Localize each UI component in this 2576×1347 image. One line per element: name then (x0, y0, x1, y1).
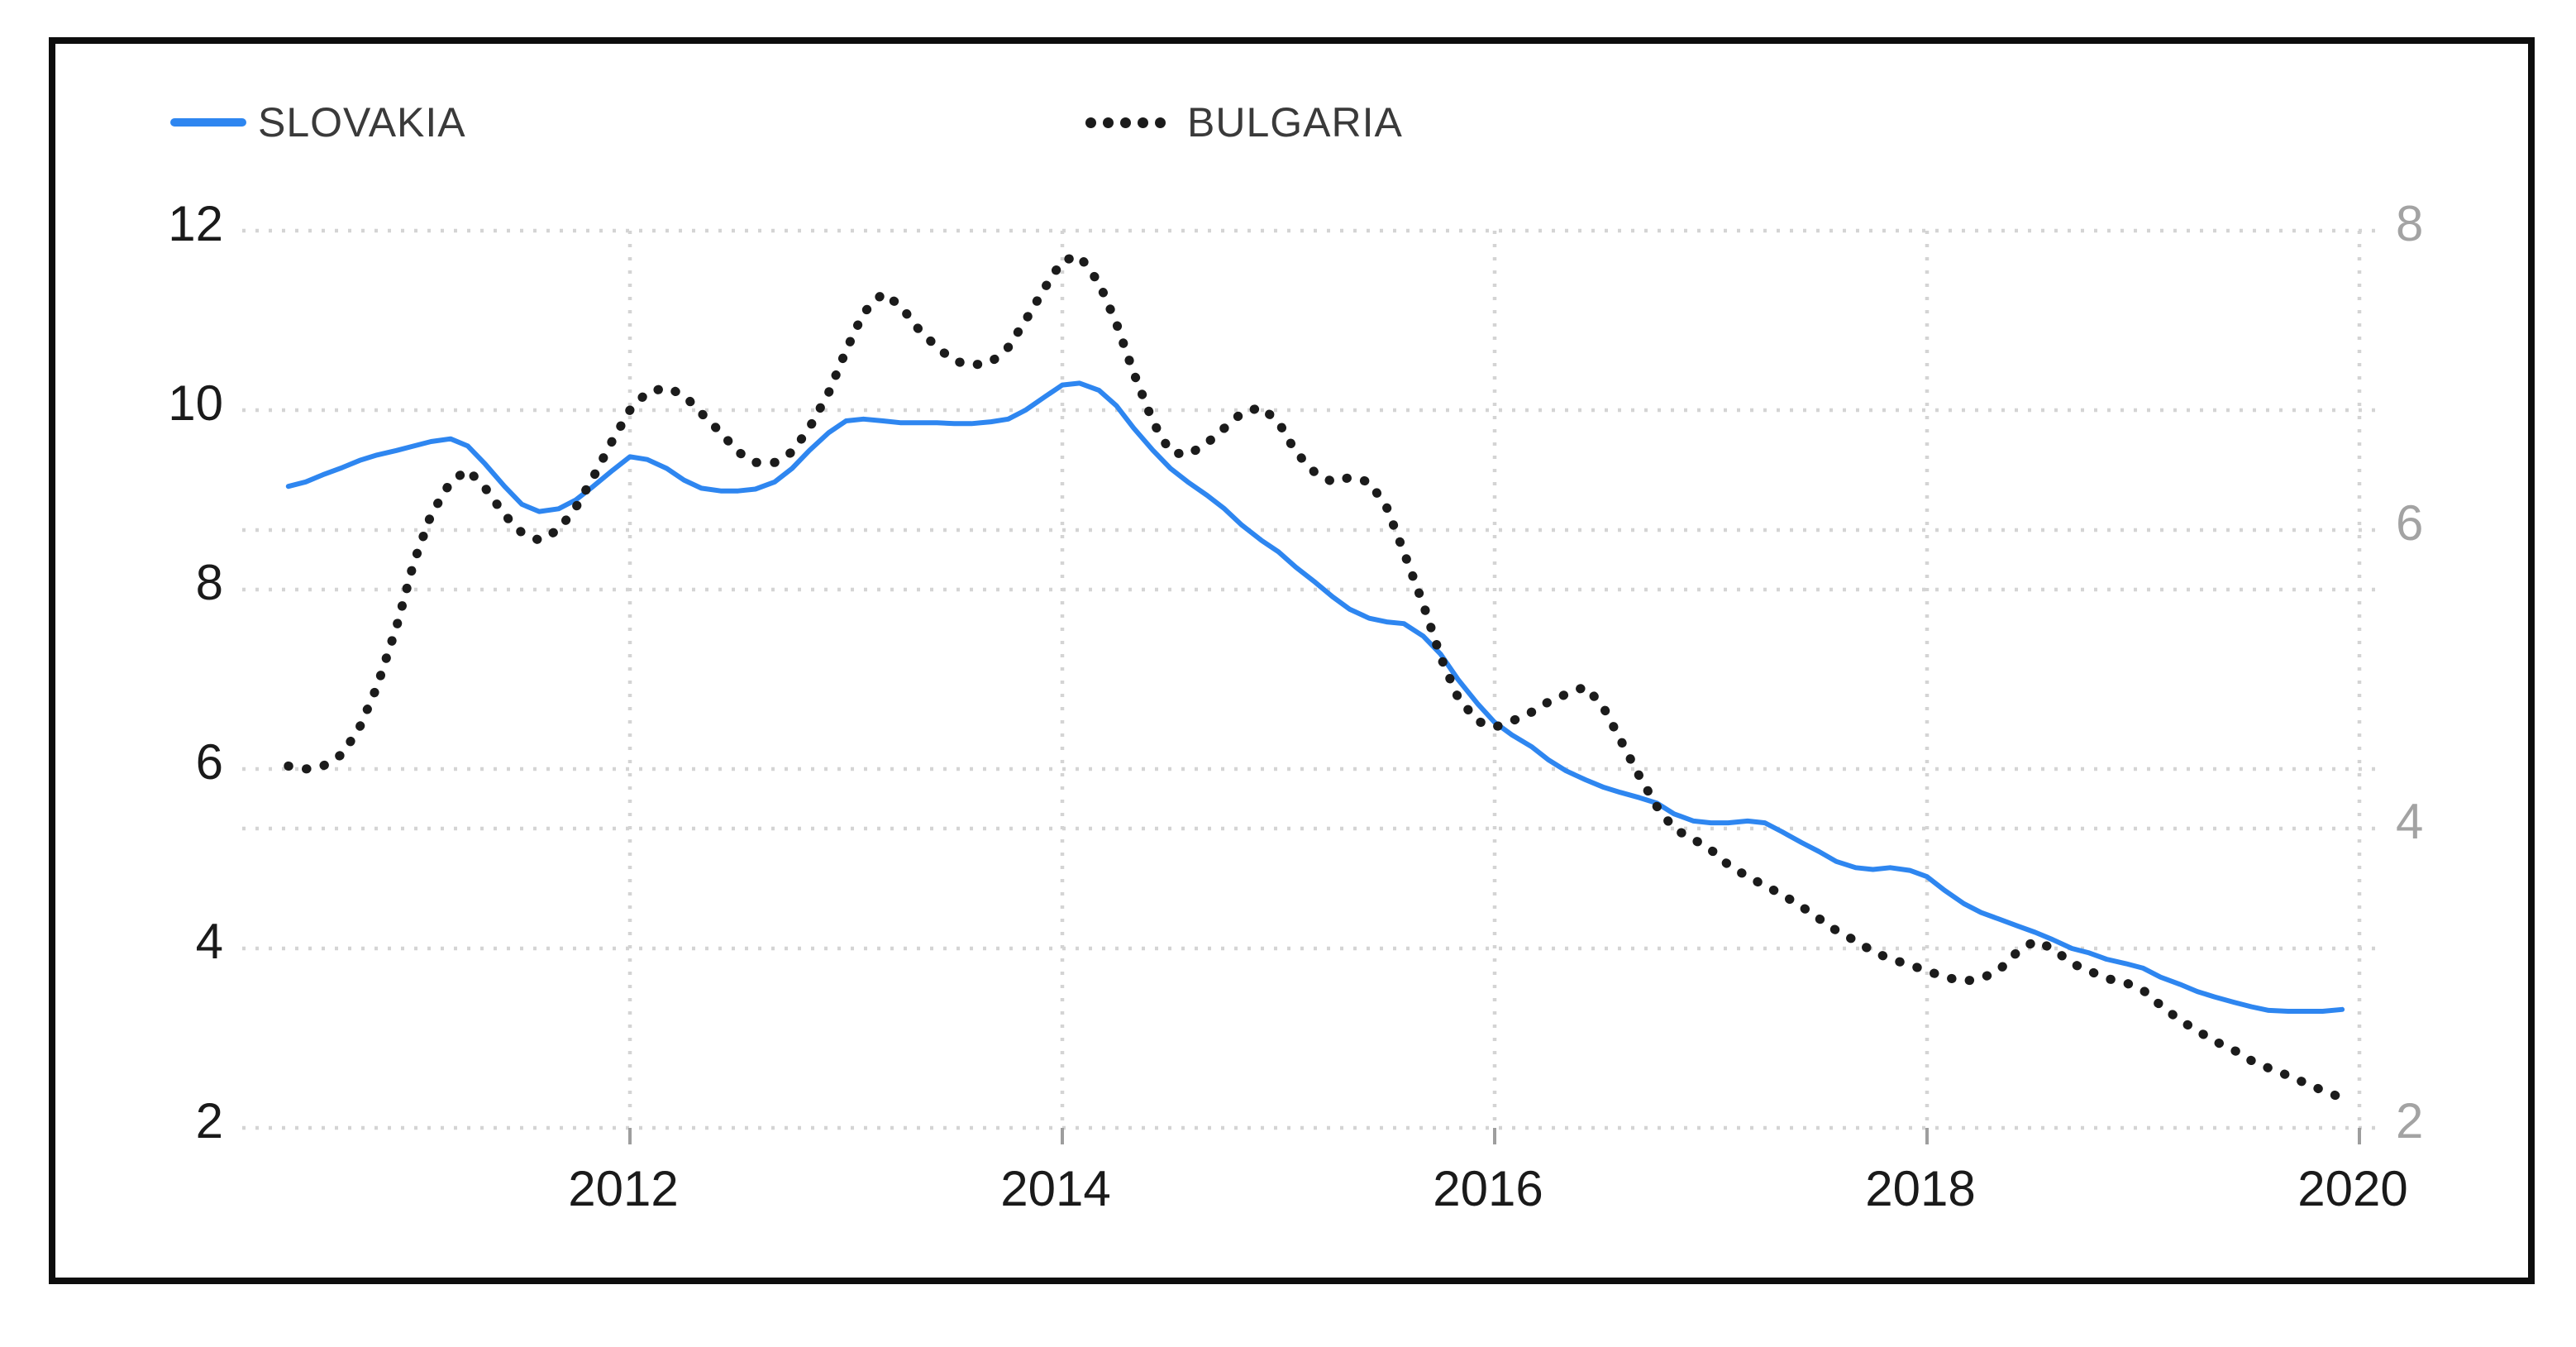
slovakia-line-swatch-icon (170, 118, 246, 127)
y-axis-left-tick-label: 8 (195, 555, 223, 610)
x-axis-tick-label: 2016 (1433, 1161, 1543, 1216)
y-axis-left-tick-label: 2 (195, 1093, 223, 1149)
legend-item-slovakia[interactable]: SLOVAKIA (170, 98, 466, 146)
y-axis-right-tick-label: 6 (2396, 494, 2424, 551)
legend-label-slovakia: SLOVAKIA (258, 99, 466, 146)
y-axis-left-tick-label: 6 (195, 734, 223, 790)
chart-plot-area (242, 228, 2383, 1144)
bulgaria-dotted-swatch-icon (1085, 117, 1172, 128)
legend-label-bulgaria: BULGARIA (1187, 99, 1403, 146)
bulgaria-line (284, 251, 2347, 1103)
y-axis-left-tick-label: 4 (195, 914, 223, 969)
y-axis-left-tick-label: 10 (168, 375, 223, 431)
x-axis-tick-label: 2014 (1000, 1161, 1111, 1216)
y-axis-left-tick-label: 12 (168, 196, 223, 251)
axis-labels-layer: 2 4 6 8 10 12 2 4 6 8 2012 2014 2016 2018 2020 (55, 44, 2528, 1278)
y-axis-right-tick-label: 2 (2396, 1093, 2424, 1149)
legend-item-bulgaria[interactable]: BULGARIA (1085, 98, 1403, 146)
x-axis-tick-label: 2012 (568, 1161, 679, 1216)
y-axis-right-tick-label: 4 (2396, 794, 2424, 850)
x-axis-tick-label: 2018 (1865, 1161, 1976, 1216)
slovakia-line (285, 380, 2345, 1014)
chart-frame: 2 4 6 8 10 12 2 4 6 8 2012 2014 2016 2018 2020 SLOVAKI… (49, 37, 2535, 1284)
y-axis-right-tick-label: 8 (2396, 196, 2424, 251)
x-axis-tick-label: 2020 (2297, 1161, 2408, 1216)
screenshot-root: { "legend": [ {"label": "SLOVAKIA", "col… (49, 37, 2535, 1284)
